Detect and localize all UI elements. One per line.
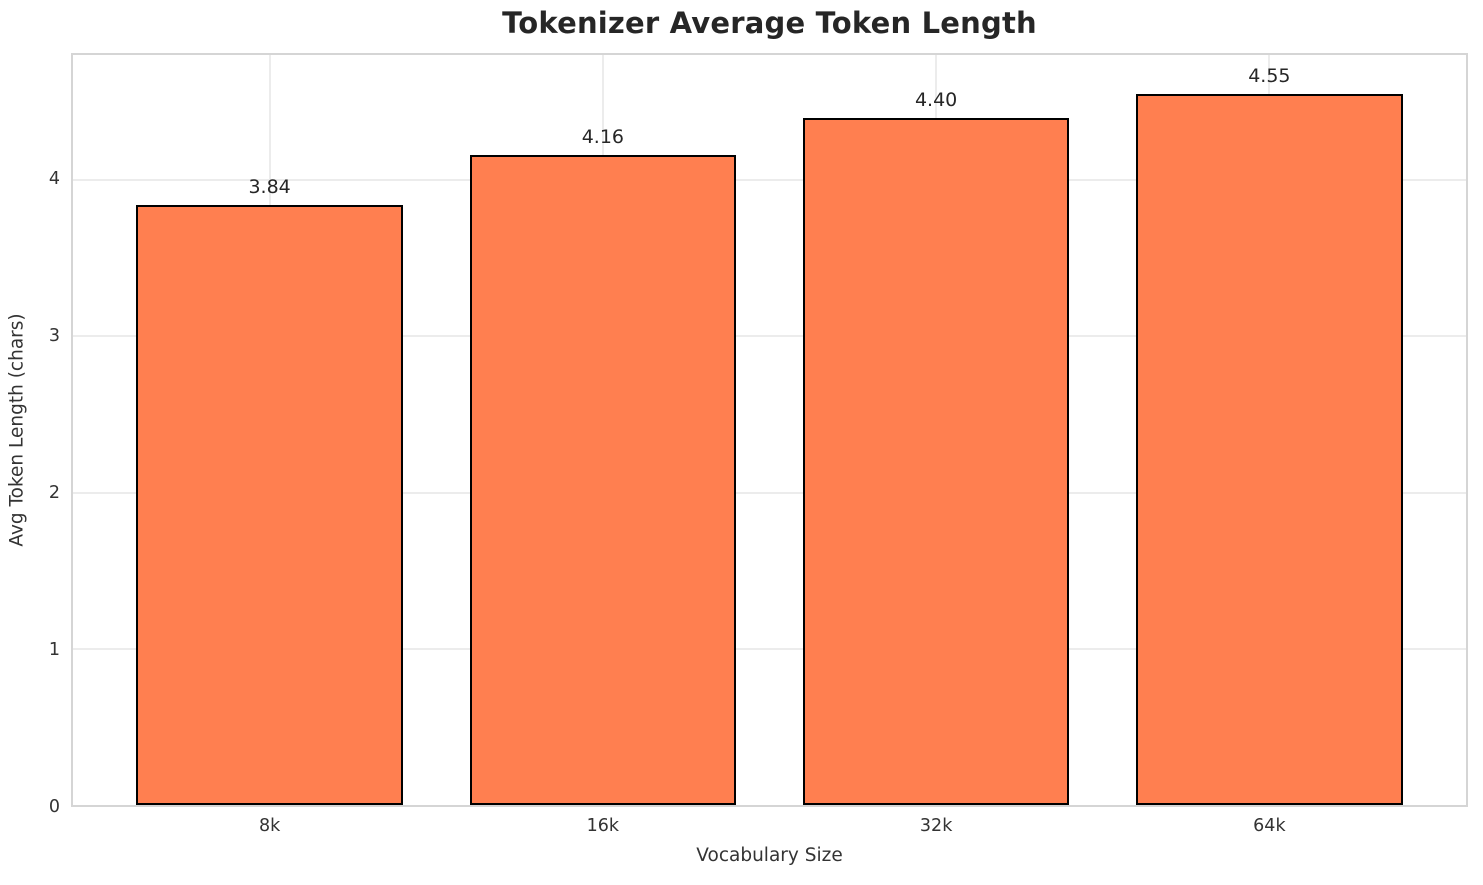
horizontal-gridline (73, 647, 1466, 650)
x-tick-label: 64k (1253, 816, 1286, 836)
x-tick-label: 8k (258, 816, 281, 836)
bar-value-label: 4.40 (914, 88, 958, 111)
bar-32k (802, 117, 1070, 805)
horizontal-gridline (73, 179, 1466, 181)
chart-title: Tokenizer Average Token Length (502, 6, 1037, 40)
x-tick-label: 32k (919, 816, 953, 836)
bar-value-label: 3.84 (248, 176, 291, 198)
x-tick-label: 16k (586, 816, 620, 836)
y-tick-label: 4 (48, 168, 60, 189)
bar-value-label: 4.55 (1248, 65, 1291, 88)
plot-area: 3.84 4.16 4.40 4.55 (71, 53, 1468, 807)
x-axis-label: Vocabulary Size (696, 845, 843, 866)
bar-16k (469, 155, 737, 805)
bar-64k (1136, 94, 1403, 805)
y-tick-label: 0 (48, 797, 60, 817)
horizontal-gridline (73, 335, 1466, 338)
horizontal-gridline (73, 491, 1466, 494)
y-tick-label: 2 (48, 482, 60, 503)
x-tick-labels: 8k 16k 32k 64k (73, 816, 1466, 842)
bar-8k (136, 205, 403, 805)
y-tick-label: 1 (48, 639, 60, 660)
y-tick-label: 3 (48, 325, 60, 346)
y-tick-labels: 0 1 2 3 4 (0, 53, 60, 817)
bar-value-label: 4.16 (581, 126, 625, 149)
